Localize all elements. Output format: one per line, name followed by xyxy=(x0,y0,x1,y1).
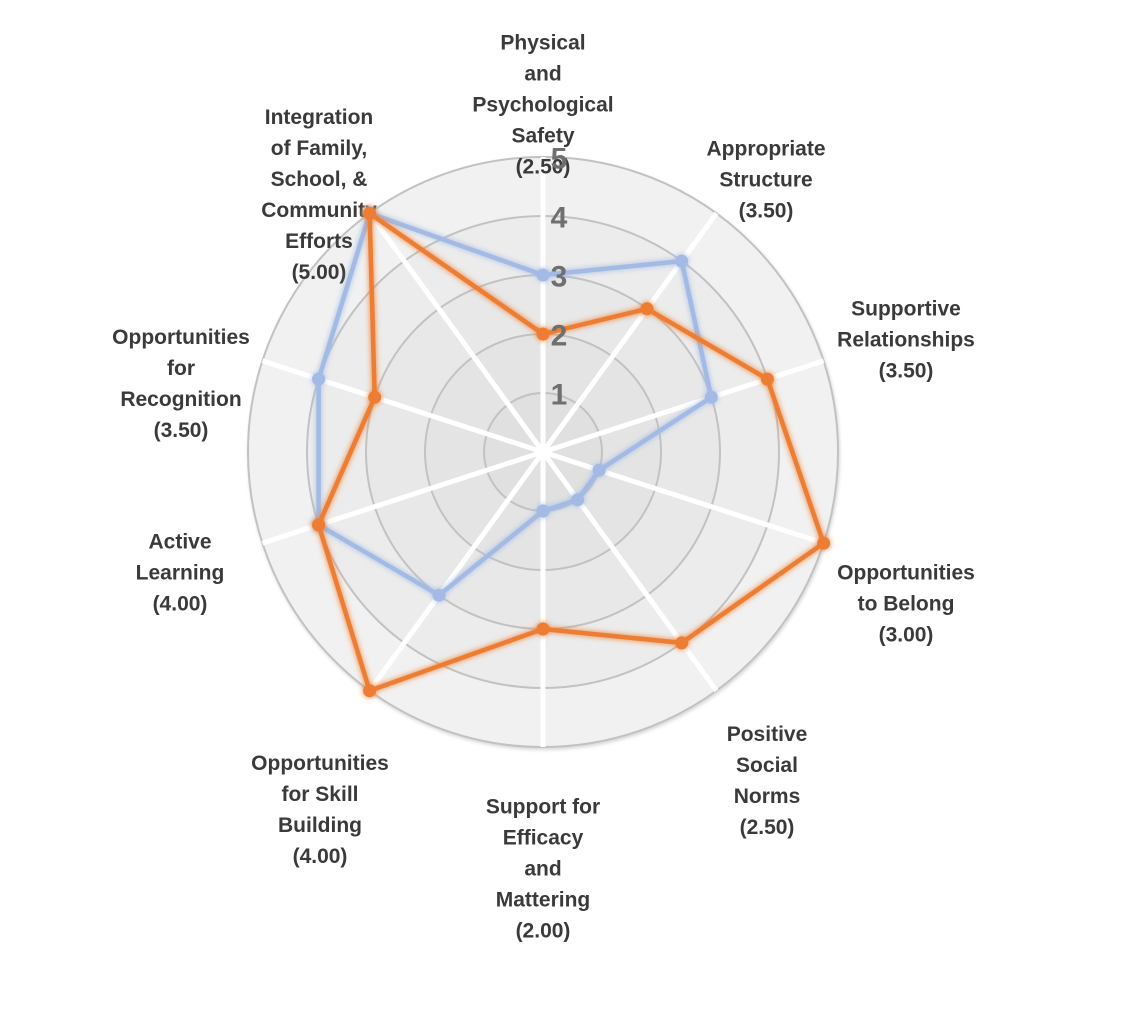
category-label-line: Community xyxy=(261,199,377,222)
category-label-line: Safety xyxy=(511,124,575,148)
category-label-line: (5.00) xyxy=(291,261,347,284)
category-label-line: and xyxy=(524,62,562,86)
category-label-line: Active xyxy=(148,530,212,554)
category-label-line: Positive xyxy=(726,723,808,746)
category-label-line: Supportive xyxy=(851,297,961,321)
category-label-line: of Family, xyxy=(270,137,368,160)
category-label-line: Integration xyxy=(264,106,374,129)
category-label-line: and xyxy=(524,857,562,881)
category-label-line: (3.50) xyxy=(878,359,934,383)
category-label-5: Positive Social Norms (2.50) xyxy=(727,719,808,843)
category-label-3: Supportive Relationships (3.50) xyxy=(837,294,975,387)
category-label-9: Opportunities for Recognition (3.50) xyxy=(112,322,250,446)
category-label-line: (2.50) xyxy=(739,816,795,839)
category-label-line: (2.50) xyxy=(515,155,571,179)
category-label-8: Active Learning (4.00) xyxy=(136,527,225,620)
category-label-line: to Belong xyxy=(857,592,955,616)
category-label-line: Mattering xyxy=(495,888,591,912)
category-label-line: for xyxy=(166,357,195,380)
category-label-line: Social xyxy=(736,754,798,777)
category-label-line: Opportunities xyxy=(837,561,975,585)
category-label-line: Building xyxy=(278,814,362,837)
category-label-line: Efforts xyxy=(285,230,353,253)
category-label-6: Support for Efficacy and Mattering (2.00) xyxy=(486,792,600,947)
category-label-line: (3.50) xyxy=(153,419,209,442)
category-label-line: Psychological xyxy=(472,93,614,117)
category-label-line: School, & xyxy=(270,168,368,191)
category-label-1: Physical and Psychological Safety (2.50) xyxy=(472,28,613,183)
category-label-line: Opportunities xyxy=(251,752,389,775)
category-label-line: Structure xyxy=(719,168,813,192)
category-label-line: Support for xyxy=(485,795,601,819)
category-label-line: Appropriate xyxy=(706,137,826,161)
category-label-line: Norms xyxy=(733,785,801,808)
category-label-line: Opportunities xyxy=(112,326,250,349)
category-label-line: (4.00) xyxy=(152,592,208,616)
category-label-line: for Skill xyxy=(281,783,359,806)
category-label-line: Physical xyxy=(500,31,586,55)
category-label-line: (3.00) xyxy=(878,623,934,647)
category-label-line: (2.00) xyxy=(515,919,571,943)
category-label-4: Opportunities to Belong (3.00) xyxy=(837,558,975,651)
category-label-line: (3.50) xyxy=(738,199,794,223)
category-label-line: Relationships xyxy=(837,328,975,352)
category-label-line: Learning xyxy=(135,561,225,585)
category-label-line: (4.00) xyxy=(292,845,348,868)
category-label-10: Integration of Family, School, & Community E… xyxy=(261,102,377,288)
category-label-line: Efficacy xyxy=(502,826,584,850)
category-label-7: Opportunities for Skill Building (4.00) xyxy=(251,748,389,872)
category-label-line: Recognition xyxy=(120,388,242,411)
category-label-2: Appropriate Structure (3.50) xyxy=(706,134,825,227)
